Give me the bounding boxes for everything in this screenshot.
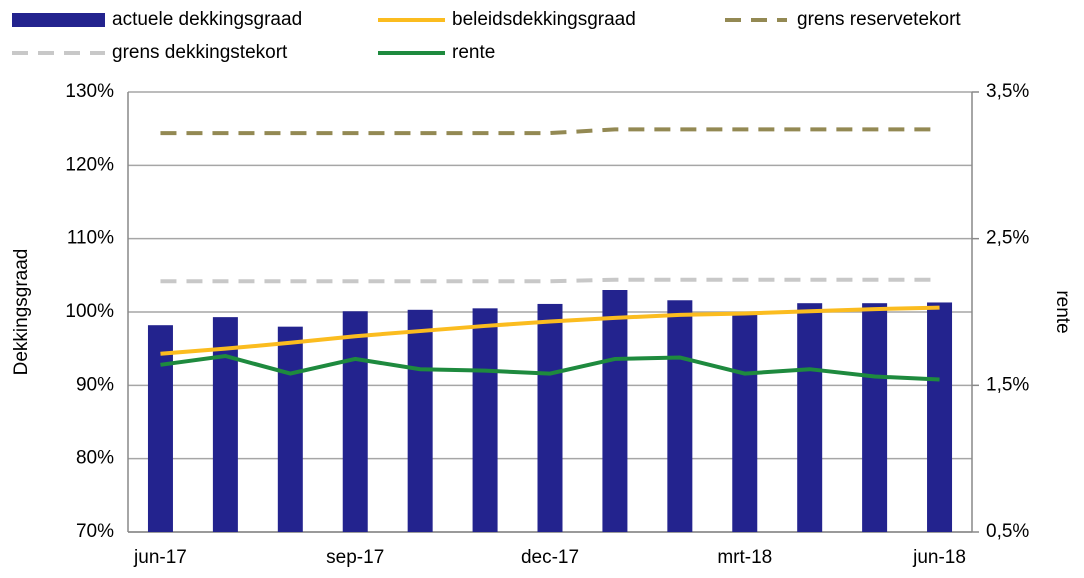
legend-swatch <box>12 13 105 27</box>
y2-axis-label: rente <box>1052 290 1073 333</box>
x-tick-label: sep-17 <box>326 547 384 568</box>
bar <box>797 303 823 532</box>
y-tick-label: 100% <box>65 301 114 322</box>
bar <box>277 326 303 532</box>
legend-label: beleidsdekkingsgraad <box>452 9 636 30</box>
y2-tick-label: 3,5% <box>986 81 1029 102</box>
bar <box>667 300 693 532</box>
bar <box>602 290 628 532</box>
y2-tick-label: 2,5% <box>986 228 1029 249</box>
y-tick-label: 80% <box>76 448 114 469</box>
legend-label: grens dekkingstekort <box>112 42 288 63</box>
bar <box>342 311 368 532</box>
bar <box>537 303 563 532</box>
line <box>160 277 940 284</box>
legend-label: grens reservetekort <box>797 9 961 30</box>
x-tick-label: jun-18 <box>912 547 966 568</box>
x-tick-label: mrt-18 <box>717 547 772 568</box>
bar <box>147 325 173 532</box>
y-tick-label: 110% <box>67 228 114 249</box>
x-tick-label: jun-17 <box>133 547 187 568</box>
y2-tick-label: 0,5% <box>986 521 1029 542</box>
y-tick-label: 120% <box>65 154 114 175</box>
line <box>160 353 940 382</box>
x-tick-label: dec-17 <box>521 547 579 568</box>
y-tick-label: 130% <box>65 81 114 102</box>
line <box>160 305 940 356</box>
bar <box>862 303 888 532</box>
y-tick-label: 90% <box>76 374 114 395</box>
bar <box>212 317 238 532</box>
y-tick-label: 70% <box>76 521 114 542</box>
bar <box>472 308 498 532</box>
line <box>160 127 940 136</box>
legend-label: rente <box>452 42 495 63</box>
legend-label: actuele dekkingsgraad <box>112 9 302 30</box>
y2-tick-label: 1,5% <box>986 374 1029 395</box>
y-axis-label: Dekkingsgraad <box>11 249 32 376</box>
bar <box>927 302 953 532</box>
bar <box>732 314 758 532</box>
bar <box>407 309 433 532</box>
